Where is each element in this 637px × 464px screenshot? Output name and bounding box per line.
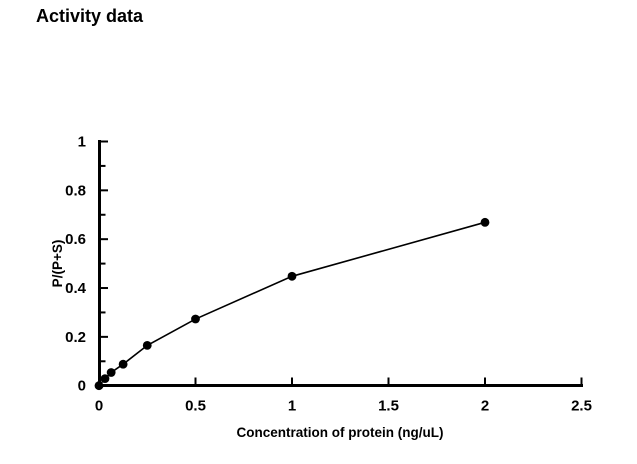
x-tick-label: 2.5 [571, 398, 592, 415]
data-point [94, 381, 104, 391]
x-tick-label: 1.5 [378, 398, 399, 415]
x-tick-label: 0.5 [185, 398, 206, 415]
data-point [142, 341, 152, 350]
data-point [191, 314, 200, 324]
data-series-line [98, 221, 486, 387]
y-tick-label: 0.2 [65, 329, 86, 346]
y-tick-label: 0 [78, 378, 86, 395]
y-tick-label: 1 [78, 134, 86, 151]
y-tick-label: 0.4 [65, 280, 87, 297]
data-point [118, 359, 128, 369]
y-axis-title: P/(P+S) [50, 240, 65, 288]
data-point [287, 271, 297, 281]
x-tick-label: 0 [95, 398, 103, 415]
data-point [106, 368, 116, 377]
x-tick-label: 1 [288, 398, 296, 415]
y-tick-label: 0.8 [65, 182, 86, 199]
data-point [100, 374, 110, 384]
x-tick-label: 2 [481, 398, 489, 415]
x-axis-title: Concentration of protein (ng/uL) [237, 425, 444, 440]
data-point [480, 217, 490, 227]
chart-title: Activity data [36, 6, 144, 26]
y-tick-label: 0.6 [65, 231, 86, 248]
